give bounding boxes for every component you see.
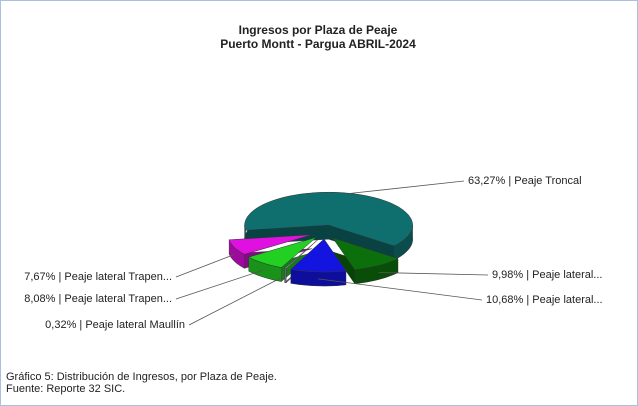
leader-line	[378, 272, 489, 276]
data-label: 63,27% | Peaje Troncal	[468, 175, 582, 187]
data-label: 9,98% | Peaje lateral...	[492, 269, 602, 281]
data-label: 8,08% | Peaje lateral Trapen...	[24, 293, 172, 305]
slice-top	[248, 237, 317, 268]
leader-line	[175, 269, 264, 300]
leader-line	[188, 275, 286, 326]
caption: Fuente: Reporte 32 SIC.	[6, 383, 125, 395]
data-label: 10,68% | Peaje lateral...	[486, 294, 603, 306]
slice-top	[284, 238, 320, 269]
leader-line	[350, 180, 465, 194]
data-label: 7,67% | Peaje lateral Trapen...	[24, 271, 172, 283]
caption: Gráfico 5: Distribución de Ingresos, por…	[6, 371, 277, 383]
chart-title: Ingresos por Plaza de Peaje	[239, 23, 398, 37]
slice	[244, 191, 413, 261]
data-label: 0,32% | Peaje lateral Maullín	[45, 319, 185, 331]
slice-top	[332, 237, 399, 270]
slice-top	[290, 238, 347, 273]
leader-line	[175, 254, 235, 278]
slice	[290, 238, 347, 287]
slice-top	[228, 234, 313, 255]
chart-subtitle: Puerto Montt - Pargua ABRIL-2024	[220, 37, 416, 51]
slice	[332, 237, 399, 284]
leader-line	[318, 278, 483, 301]
slice	[248, 237, 317, 282]
